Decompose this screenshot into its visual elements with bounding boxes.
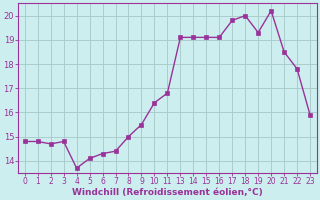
X-axis label: Windchill (Refroidissement éolien,°C): Windchill (Refroidissement éolien,°C) (72, 188, 263, 197)
